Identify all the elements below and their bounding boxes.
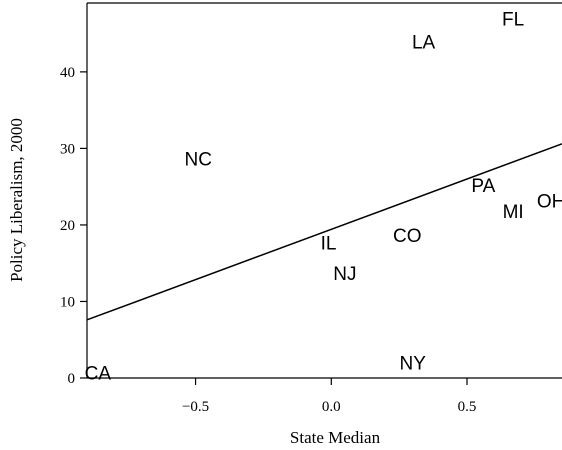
point-label-pa: PA bbox=[471, 176, 495, 197]
point-label-la: LA bbox=[412, 32, 436, 53]
point-label-nc: NC bbox=[185, 149, 212, 170]
point-label-oh: OH bbox=[537, 191, 562, 212]
point-label-mi: MI bbox=[503, 202, 524, 223]
y-tick-label: 20 bbox=[60, 218, 75, 234]
point-label-ny: NY bbox=[400, 354, 427, 375]
point-label-ca: CA bbox=[85, 364, 112, 385]
point-label-co: CO bbox=[393, 226, 422, 247]
point-label-il: IL bbox=[321, 234, 337, 255]
x-tick-label: 0.5 bbox=[458, 399, 477, 415]
fit-line-group bbox=[86, 143, 562, 321]
fit-line bbox=[86, 143, 562, 321]
data-points: CA NC IL NJ CO NY LA PA MI FL OH bbox=[85, 9, 562, 384]
y-tick-label: 0 bbox=[68, 371, 76, 387]
x-axis-ticks: −0.5 0.0 0.5 bbox=[182, 378, 476, 415]
point-label-fl: FL bbox=[502, 9, 524, 30]
y-axis-title: Policy Liberalism, 2000 bbox=[7, 118, 26, 282]
x-tick-label: −0.5 bbox=[182, 399, 209, 415]
y-tick-label: 30 bbox=[60, 141, 75, 157]
point-label-nj: NJ bbox=[333, 264, 356, 285]
y-tick-label: 40 bbox=[60, 65, 75, 81]
y-tick-label: 10 bbox=[60, 294, 75, 310]
plot-frame bbox=[86, 2, 562, 379]
y-axis-ticks: 0 10 20 30 40 bbox=[60, 65, 87, 387]
x-axis-title: State Median bbox=[290, 428, 381, 447]
x-tick-label: 0.0 bbox=[322, 399, 341, 415]
